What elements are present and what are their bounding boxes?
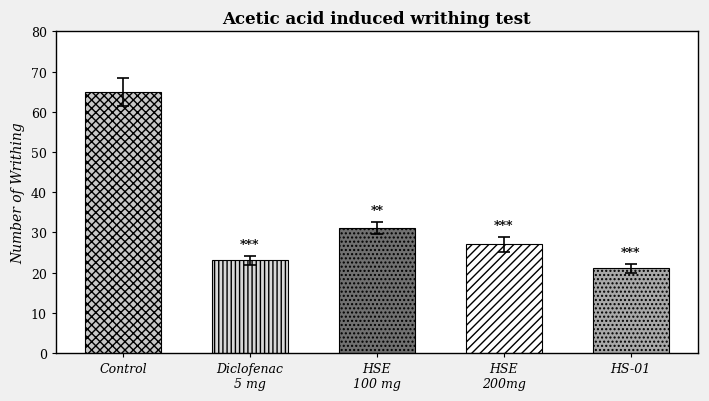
Text: ***: *** — [494, 220, 513, 233]
Bar — [339, 229, 415, 353]
Bar — [212, 261, 288, 353]
Y-axis label: Number of Writhing: Number of Writhing — [11, 122, 25, 263]
Text: **: ** — [370, 205, 384, 218]
Bar — [466, 245, 542, 353]
Bar — [85, 93, 161, 353]
Bar — [593, 269, 669, 353]
Text: ***: *** — [240, 238, 259, 251]
Title: Acetic acid induced writhing test: Acetic acid induced writhing test — [223, 11, 531, 28]
Text: ***: *** — [621, 246, 640, 259]
